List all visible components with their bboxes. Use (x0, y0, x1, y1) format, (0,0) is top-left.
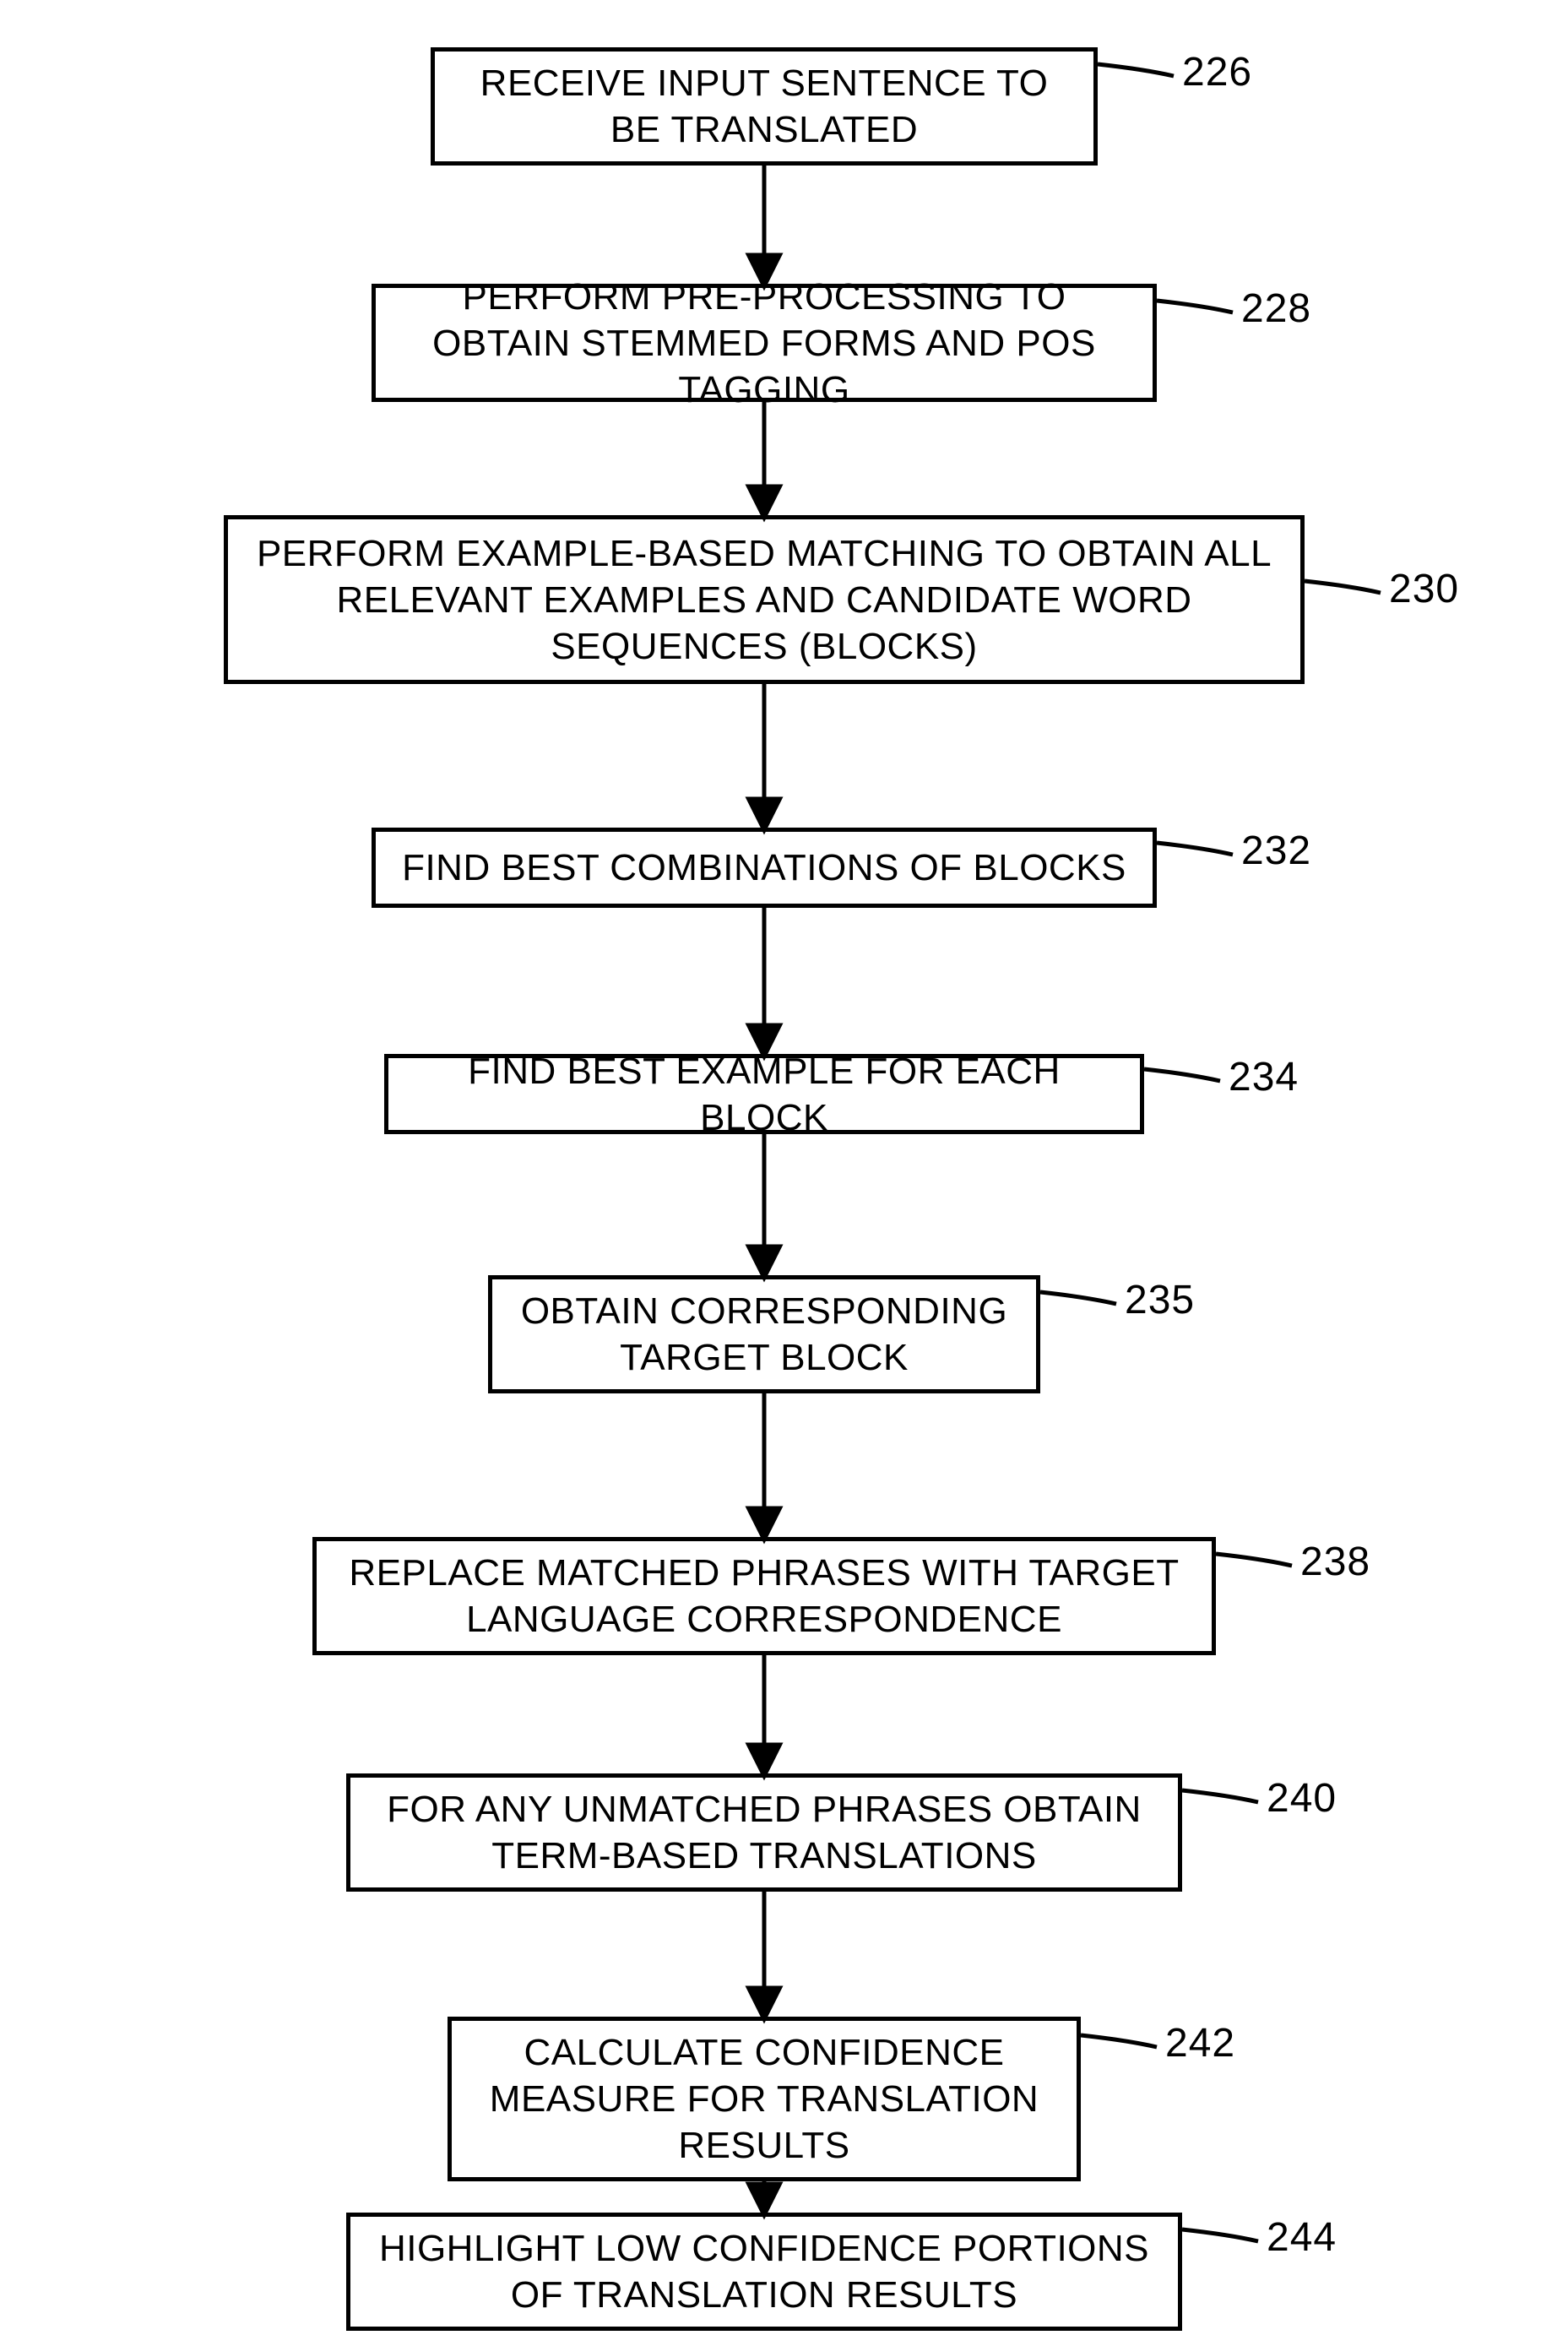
flow-node-242: CALCULATE CONFIDENCE MEASURE FOR TRANSLA… (448, 2017, 1081, 2181)
flow-node-230: PERFORM EXAMPLE-BASED MATCHING TO OBTAIN… (224, 515, 1305, 684)
flow-node-244: HIGHLIGHT LOW CONFIDENCE PORTIONS OF TRA… (346, 2213, 1182, 2331)
ref-label-244: 244 (1267, 2214, 1337, 2261)
ref-label-226: 226 (1182, 49, 1252, 95)
flow-node-240: FOR ANY UNMATCHED PHRASES OBTAIN TERM-BA… (346, 1773, 1182, 1892)
flow-node-226: RECEIVE INPUT SENTENCE TO BE TRANSLATED (431, 47, 1098, 166)
ref-label-230: 230 (1389, 566, 1459, 612)
ref-label-235: 235 (1125, 1277, 1195, 1323)
ref-label-238: 238 (1300, 1539, 1370, 1585)
ref-label-242: 242 (1165, 2020, 1235, 2066)
ref-label-240: 240 (1267, 1775, 1337, 1822)
flow-node-228: PERFORM PRE-PROCESSING TO OBTAIN STEMMED… (372, 284, 1157, 402)
flow-node-234: FIND BEST EXAMPLE FOR EACH BLOCK (384, 1054, 1144, 1134)
ref-label-234: 234 (1229, 1054, 1299, 1100)
ref-label-232: 232 (1241, 828, 1311, 874)
flow-node-238: REPLACE MATCHED PHRASES WITH TARGET LANG… (312, 1537, 1216, 1655)
flow-node-235: OBTAIN CORRESPONDING TARGET BLOCK (488, 1275, 1040, 1393)
ref-label-228: 228 (1241, 285, 1311, 332)
flow-node-232: FIND BEST COMBINATIONS OF BLOCKS (372, 828, 1157, 908)
